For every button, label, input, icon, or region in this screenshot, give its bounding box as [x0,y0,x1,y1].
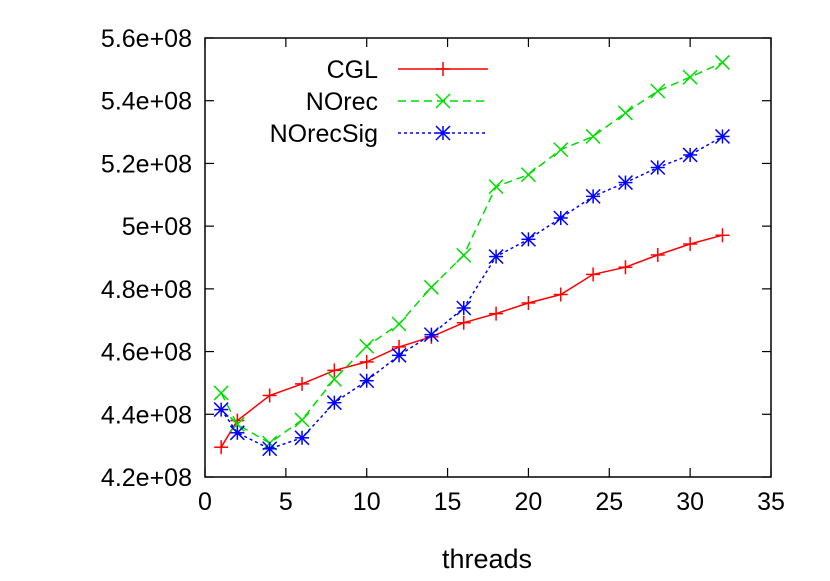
x-tick-label: 5 [279,488,293,516]
data-point-norec [294,412,310,428]
legend-marker-norec [435,93,451,109]
plot-frame-group [204,37,772,478]
legend-label-norecsig: NOrecSig [270,120,378,148]
data-point-cgl [586,267,601,282]
data-point-cgl [456,315,471,330]
y-tick-label: 5.6e+08 [101,25,192,53]
series-line-norecsig [220,135,723,450]
data-point-norecsig [488,249,504,265]
data-point-norecsig [423,327,439,343]
x-tick-label: 25 [595,488,623,516]
data-point-norec [617,105,633,121]
data-point-cgl [683,237,698,252]
y-tick-label: 4.6e+08 [101,339,192,367]
data-point-norec [553,142,569,158]
x-tick-label: 0 [198,488,212,516]
data-point-norec [456,247,472,263]
series-line-cgl [220,234,723,448]
data-point-norec [488,179,504,195]
data-point-cgl [618,260,633,275]
axis-ticks-group: 0 5 10 15 20 25 30 35 4.2e+08 4.4e+08 4.6e+08 4.8e+… [101,25,785,516]
x-tick-label: 10 [353,488,381,516]
series-group [213,54,731,457]
data-point-norecsig [456,300,472,316]
data-point-norecsig [213,402,229,418]
data-point-cgl [359,354,374,369]
legend-marker-norecsig [435,125,451,141]
data-point-cgl [715,228,730,243]
data-point-norecsig [617,175,633,191]
data-point-norecsig [520,231,536,247]
x-tick-label: 30 [676,488,704,516]
data-point-norecsig [682,147,698,163]
legend-label-cgl: CGL [327,56,379,84]
y-tick-label: 5e+08 [122,213,192,241]
data-point-norecsig [391,347,407,363]
data-point-norecsig [262,441,278,457]
data-point-norecsig [229,425,245,441]
y-tick-label: 4.8e+08 [101,276,192,304]
data-point-norec [682,69,698,85]
data-point-norecsig [553,210,569,226]
y-tick-label: 5.4e+08 [101,88,192,116]
data-point-norecsig [326,395,342,411]
data-point-norec [326,371,342,387]
x-axis-label: threads [442,544,532,574]
y-tick-label: 5.2e+08 [101,150,192,178]
legend: CGL NOrec NOrecSig [270,56,488,148]
data-point-norec [213,385,229,401]
data-point-norec [650,83,666,99]
x-tick-label: 20 [515,488,543,516]
data-point-cgl [489,306,504,321]
data-point-norecsig [294,430,310,446]
data-point-cgl [327,363,342,378]
data-point-cgl [295,376,310,391]
data-point-cgl [214,440,229,455]
data-point-norec [714,54,731,70]
data-point-cgl [521,295,536,310]
legend-label-norec: NOrec [306,88,378,116]
data-point-norec [359,338,375,354]
x-tick-label: 35 [757,488,785,516]
data-point-norec [585,128,601,144]
data-point-norecsig [359,373,375,389]
data-point-norecsig [585,188,601,204]
plot-frame [204,37,772,478]
data-point-norec [423,279,439,295]
x-tick-label: 15 [434,488,462,516]
data-point-cgl [553,287,568,302]
data-point-norecsig [650,159,666,176]
data-point-norec [520,167,536,183]
data-point-cgl [262,388,277,403]
y-tick-label: 4.4e+08 [101,401,192,429]
legend-marker-cgl [436,62,450,76]
y-tick-label: 4.2e+08 [101,464,192,492]
data-point-norec [391,316,407,332]
data-point-cgl [650,247,665,262]
data-point-norecsig [714,128,731,144]
